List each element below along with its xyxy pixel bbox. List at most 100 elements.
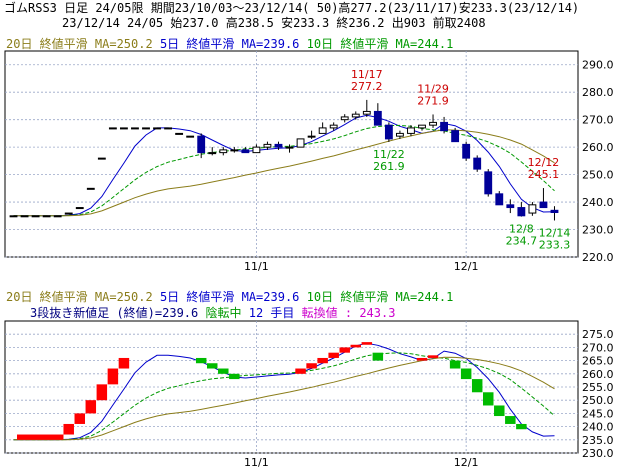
reversal-info: 3段抜き新値足 (終値)=239.6 陰転中 12 手目 転換値 : 243.3 (30, 304, 395, 321)
reversal-turn: 転換値 : 243.3 (301, 306, 396, 320)
lower-ytick-label-7: 240.0 (582, 421, 614, 434)
candle-body-33 (373, 110, 382, 126)
brick-11 (295, 368, 306, 374)
upper-legend: 20日 終値平滑 MA=250.2 5日 終値平滑 MA=239.6 10日 終… (6, 35, 453, 52)
candle-body-22 (252, 146, 261, 154)
candle-body-44 (495, 193, 504, 206)
legend-ma10: 10日 終値平滑 MA=244.1 (306, 37, 454, 51)
candle-body-37 (418, 124, 426, 129)
lower-xtick-label-1: 12/1 (454, 456, 479, 469)
brick-6 (118, 357, 130, 369)
candle-body-4 (53, 215, 62, 218)
candle-body-13 (153, 127, 161, 130)
annotation-value-2: 271.9 (417, 94, 449, 107)
brick-23 (471, 379, 483, 393)
candle-body-3 (42, 215, 51, 218)
upper-xtick-label-1: 12/1 (454, 260, 479, 273)
upper-ytick-label-2: 270.0 (582, 114, 614, 127)
lower-legend: 20日 終値平滑 MA=250.2 5日 終値平滑 MA=239.6 10日 終… (6, 288, 453, 305)
candle-body-46 (517, 207, 526, 217)
legend-ma10-lower: 10日 終値平滑 MA=244.1 (306, 290, 454, 304)
candle-body-26 (296, 138, 305, 148)
candle-body-19 (219, 149, 228, 154)
lower-ma-line-2 (13, 356, 555, 441)
legend-ma20: 20日 終値平滑 MA=250.2 (6, 37, 153, 51)
upper-ytick-label-6: 230.0 (582, 224, 614, 237)
candle-body-10 (119, 127, 128, 130)
reversal-label: 3段抜き新値足 (終値)=239.6 (30, 306, 199, 320)
candle-body-7 (86, 187, 95, 190)
brick-2 (74, 413, 86, 424)
candle-body-31 (351, 113, 360, 118)
annotation-value-0: 277.2 (351, 80, 383, 93)
upper-ytick-label-4: 250.0 (582, 169, 614, 182)
upper-ytick-label-7: 220.0 (582, 251, 614, 264)
annotation-date-3: 12/8 (509, 223, 534, 236)
brick-17 (361, 342, 373, 345)
brick-18 (372, 352, 384, 361)
candle-body-27 (307, 135, 316, 138)
brick-21 (449, 360, 461, 369)
lower-ytick-label-1: 270.0 (582, 341, 614, 354)
brick-1 (63, 423, 74, 435)
candle-body-25 (285, 146, 294, 149)
annotation-value-4: 245.1 (528, 168, 560, 181)
upper-xtick-label-0: 11/1 (244, 260, 269, 273)
brick-12 (306, 363, 317, 369)
candle-body-35 (395, 132, 404, 137)
candle-body-41 (462, 143, 471, 159)
annotation-value-3: 234.7 (506, 235, 538, 248)
candle-body-40 (451, 130, 460, 143)
candle-body-1 (20, 215, 29, 218)
candle-body-45 (506, 204, 515, 209)
lower-xtick-label-0: 11/1 (244, 456, 269, 469)
candle-body-36 (407, 127, 415, 134)
candle-body-47 (528, 204, 537, 214)
candle-body-34 (384, 124, 393, 140)
candle-body-5 (64, 212, 73, 215)
upper-ytick-label-0: 290.0 (582, 59, 614, 72)
lower-ma-line-1 (13, 352, 555, 441)
brick-10 (229, 373, 240, 380)
lower-ytick-label-3: 260.0 (582, 368, 614, 381)
lower-ytick-label-5: 250.0 (582, 394, 614, 407)
brick-15 (339, 347, 350, 353)
legend-ma20-lower: 20日 終値平滑 MA=250.2 (6, 290, 153, 304)
candle-body-49 (550, 209, 559, 214)
upper-ma-line-1 (13, 124, 555, 217)
brick-0 (17, 434, 64, 440)
annotation-date-1: 11/22 (373, 148, 405, 161)
lower-ytick-label-9: 230.0 (582, 447, 614, 460)
brick-8 (206, 363, 218, 369)
legend-ma5-lower: 5日 終値平滑 MA=239.6 (159, 290, 300, 304)
candle-body-38 (429, 121, 437, 126)
upper-ytick-label-1: 280.0 (582, 86, 614, 99)
reversal-state: 陰転中 (205, 306, 242, 320)
brick-9 (218, 368, 229, 374)
brick-16 (350, 344, 362, 348)
candle-body-17 (197, 135, 206, 154)
lower-ytick-label-2: 265.0 (582, 355, 614, 368)
legend-ma5: 5日 終値平滑 MA=239.6 (159, 37, 300, 51)
brick-3 (85, 400, 97, 414)
candle-body-32 (362, 110, 371, 115)
candle-body-9 (108, 127, 117, 130)
brick-5 (107, 368, 119, 385)
candle-body-20 (230, 149, 239, 152)
brick-14 (328, 352, 339, 358)
brick-27 (516, 423, 527, 430)
lower-ytick-label-0: 275.0 (582, 328, 614, 341)
header-line-2: 23/12/14 24/05 始237.0 高238.5 安233.3 終236… (62, 16, 486, 30)
candle-body-48 (539, 201, 548, 209)
annotation-value-1: 261.9 (373, 160, 405, 173)
brick-25 (494, 405, 505, 417)
brick-19 (416, 357, 428, 361)
candle-body-6 (75, 207, 84, 210)
candle-body-16 (186, 135, 195, 138)
candle-body-42 (473, 157, 482, 170)
lower-ytick-label-6: 245.0 (582, 407, 614, 420)
candle-body-23 (263, 143, 272, 148)
lower-ytick-label-4: 255.0 (582, 381, 614, 394)
candle-body-0 (9, 215, 18, 218)
